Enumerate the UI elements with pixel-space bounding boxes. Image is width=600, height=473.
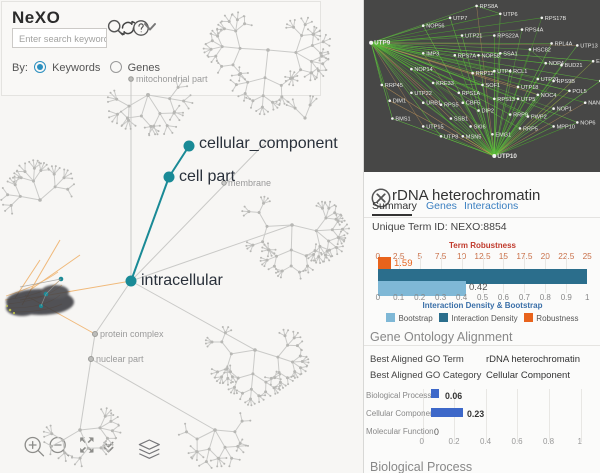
svg-text:UTP10: UTP10 xyxy=(497,153,517,160)
